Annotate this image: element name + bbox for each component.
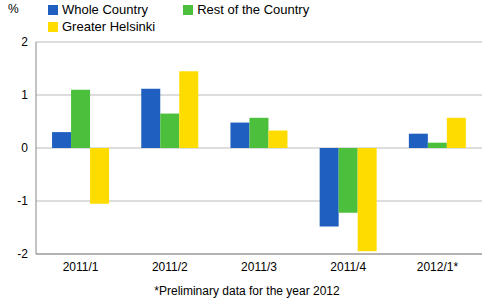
svg-text:2012/1*: 2012/1* xyxy=(417,260,459,274)
svg-text:0: 0 xyxy=(21,141,28,155)
svg-text:2011/3: 2011/3 xyxy=(241,260,277,274)
svg-text:1: 1 xyxy=(21,88,28,102)
html-text:*Preliminary data for the year: *Preliminary data for the year 2012 xyxy=(154,284,340,298)
svg-text:2: 2 xyxy=(21,35,28,49)
svg-text:2011/1: 2011/1 xyxy=(63,260,99,274)
html-text:Whole Country: Whole Country xyxy=(62,2,148,17)
html-text:Greater Helsinki: Greater Helsinki xyxy=(62,19,156,34)
svg-text:-2: -2 xyxy=(17,247,28,261)
svg-text:2011/4: 2011/4 xyxy=(330,260,366,274)
svg-text:-1: -1 xyxy=(17,194,28,208)
svg-text:2011/2: 2011/2 xyxy=(152,260,188,274)
html-text:Rest of the Country: Rest of the Country xyxy=(197,2,310,17)
